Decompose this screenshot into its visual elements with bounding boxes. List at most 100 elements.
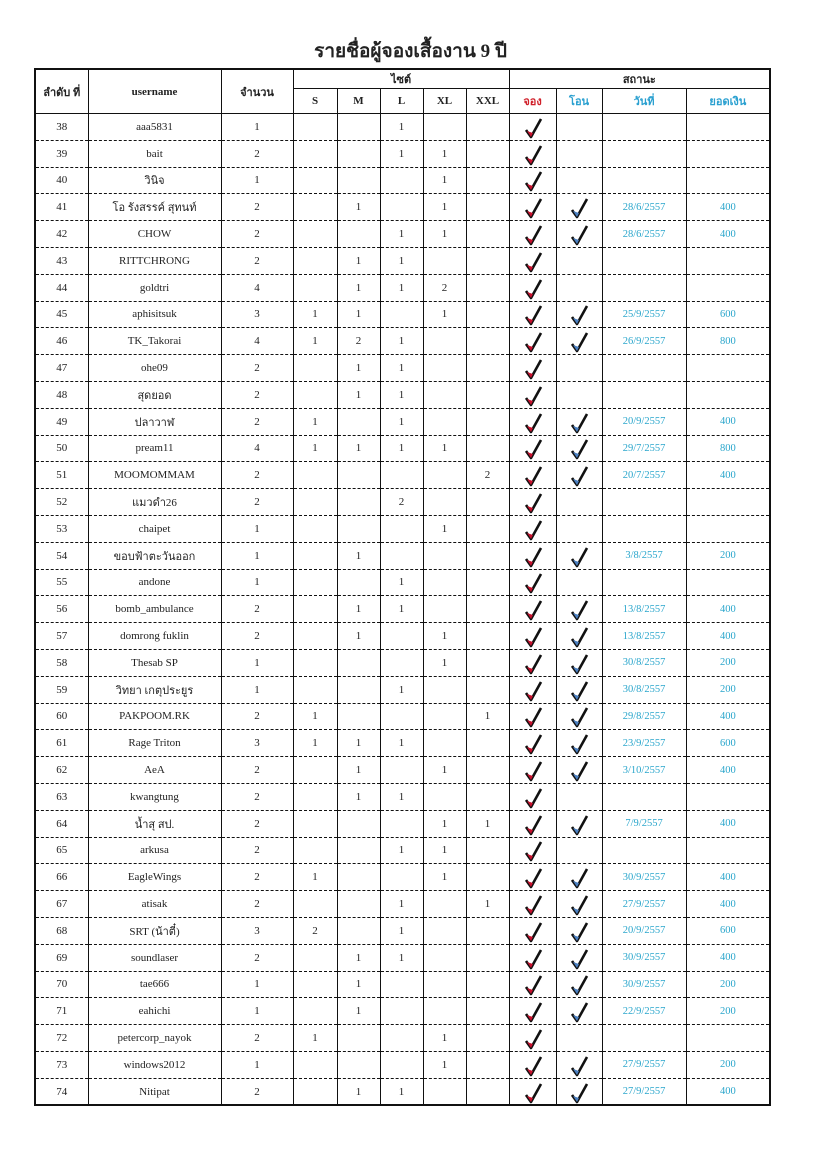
table-row: 57 domrong fuklin 2 1 1 13/8/2557 400 xyxy=(34,622,771,650)
amount-cell: 800 xyxy=(685,435,771,463)
date-cell: 3/8/2557 xyxy=(601,542,687,570)
booked-cell xyxy=(508,863,557,892)
amount-cell xyxy=(685,488,771,516)
amount-cell: 800 xyxy=(685,327,771,356)
quantity-cell: 2 xyxy=(220,220,294,248)
size-m-cell: 1 xyxy=(336,381,381,409)
booked-cell xyxy=(508,461,557,490)
table-row: 64 น้ำสุ สป. 2 1 1 7/9/2557 400 xyxy=(34,810,771,838)
size-xl-cell xyxy=(422,569,467,597)
booked-check-icon xyxy=(510,760,555,782)
booked-cell xyxy=(508,193,557,222)
username-cell: pream11 xyxy=(87,435,222,463)
amount-cell: 200 xyxy=(685,676,771,704)
amount-cell: 400 xyxy=(685,944,771,972)
amount-cell: 400 xyxy=(685,408,771,436)
username-cell: eahichi xyxy=(87,997,222,1026)
booked-check-icon xyxy=(510,197,555,219)
amount-cell: 600 xyxy=(685,301,771,329)
table-row: 39 bait 2 1 1 xyxy=(34,140,771,168)
size-xxl-cell xyxy=(465,381,510,409)
size-l-cell: 2 xyxy=(379,488,424,516)
transferred-cell xyxy=(555,997,603,1026)
booked-check-icon xyxy=(510,331,555,353)
size-m-cell xyxy=(336,167,381,195)
header-size-m: M xyxy=(336,88,381,114)
transferred-cell xyxy=(555,515,603,543)
transferred-check-icon xyxy=(557,465,601,487)
size-xl-cell xyxy=(422,542,467,570)
table-row: 69 soundlaser 2 1 1 30/9/2557 400 xyxy=(34,944,771,972)
size-l-cell: 1 xyxy=(379,274,424,302)
booked-check-icon xyxy=(510,1082,555,1104)
transferred-cell xyxy=(555,435,603,463)
size-xl-cell xyxy=(422,461,467,490)
table-row: 73 windows2012 1 1 27/9/2557 200 xyxy=(34,1051,771,1079)
date-cell xyxy=(601,515,687,543)
date-cell xyxy=(601,274,687,302)
quantity-cell: 2 xyxy=(220,944,294,972)
size-xl-cell xyxy=(422,1078,467,1107)
size-s-cell xyxy=(292,569,338,597)
quantity-cell: 3 xyxy=(220,729,294,758)
booked-check-icon xyxy=(510,278,555,300)
quantity-cell: 1 xyxy=(220,971,294,999)
size-m-cell: 1 xyxy=(336,274,381,302)
amount-cell: 200 xyxy=(685,1051,771,1079)
size-m-cell xyxy=(336,113,381,141)
date-cell: 29/7/2557 xyxy=(601,435,687,463)
transferred-check-icon xyxy=(557,1001,601,1023)
quantity-cell: 1 xyxy=(220,997,294,1026)
size-xxl-cell xyxy=(465,676,510,704)
size-xl-cell xyxy=(422,327,467,356)
username-cell: RITTCHRONG xyxy=(87,247,222,275)
transferred-check-icon xyxy=(557,733,601,755)
username-cell: EagleWings xyxy=(87,863,222,892)
transferred-cell xyxy=(555,863,603,892)
transferred-cell xyxy=(555,140,603,168)
row-number: 43 xyxy=(34,247,89,275)
date-cell xyxy=(601,569,687,597)
date-cell xyxy=(601,783,687,811)
row-number: 54 xyxy=(34,542,89,570)
size-l-cell xyxy=(379,703,424,731)
transferred-check-icon xyxy=(557,653,601,675)
transferred-cell xyxy=(555,301,603,329)
quantity-cell: 2 xyxy=(220,1078,294,1107)
size-xxl-cell xyxy=(465,408,510,436)
username-cell: bait xyxy=(87,140,222,168)
size-s-cell xyxy=(292,971,338,999)
amount-cell xyxy=(685,837,771,865)
header-quantity: จำนวน xyxy=(220,68,294,114)
table-row: 55 andone 1 1 xyxy=(34,569,771,597)
size-s-cell xyxy=(292,649,338,677)
transferred-cell xyxy=(555,595,603,624)
date-cell xyxy=(601,247,687,275)
size-m-cell: 1 xyxy=(336,944,381,972)
username-cell: Thesab SP xyxy=(87,649,222,677)
size-s-cell xyxy=(292,193,338,222)
amount-cell: 400 xyxy=(685,1078,771,1107)
size-xxl-cell xyxy=(465,113,510,141)
header-size: ไซต์ xyxy=(292,68,510,89)
size-l-cell: 1 xyxy=(379,1078,424,1107)
date-cell: 27/9/2557 xyxy=(601,890,687,918)
size-xl-cell: 1 xyxy=(422,515,467,543)
booked-check-icon xyxy=(510,840,555,862)
amount-cell xyxy=(685,1024,771,1052)
transferred-check-icon xyxy=(557,680,601,702)
quantity-cell: 2 xyxy=(220,703,294,731)
row-number: 57 xyxy=(34,622,89,650)
size-l-cell xyxy=(379,1051,424,1079)
date-cell xyxy=(601,167,687,195)
transferred-cell xyxy=(555,354,603,382)
size-m-cell xyxy=(336,676,381,704)
size-xl-cell xyxy=(422,997,467,1026)
date-cell: 3/10/2557 xyxy=(601,756,687,784)
size-xxl-cell xyxy=(465,649,510,677)
booked-check-icon xyxy=(510,599,555,621)
size-l-cell xyxy=(379,649,424,677)
amount-cell xyxy=(685,140,771,168)
amount-cell xyxy=(685,569,771,597)
booked-check-icon xyxy=(510,706,555,728)
